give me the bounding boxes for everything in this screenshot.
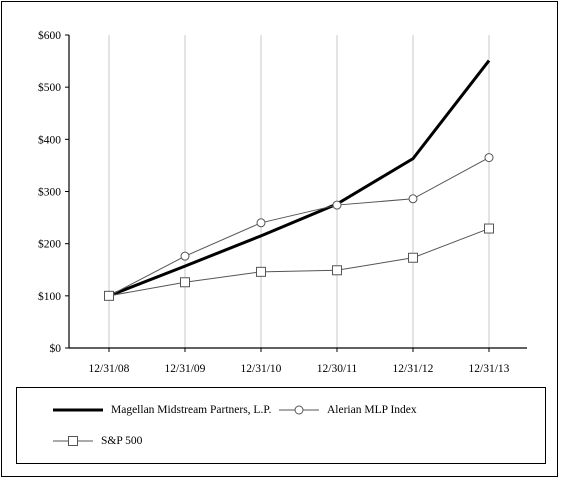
data-point-circle: [180, 251, 190, 261]
y-tick-label: $400: [38, 133, 61, 146]
x-tick-label: 12/31/08: [89, 363, 130, 375]
data-point-square: [256, 266, 266, 277]
data-point-square: [484, 223, 494, 234]
axes: $0 $100 $200 $300 $400 $500 $600 12/31/08 12/31/…: [38, 29, 527, 375]
legend-label-magellan: Magellan Midstream Partners, L.P.: [111, 404, 272, 416]
legend: Magellan Midstream Partners, L.P. Aleria…: [16, 387, 546, 464]
series-line-1: [108, 157, 490, 297]
data-point-circle: [484, 153, 494, 163]
legend-swatch-sp500: [53, 436, 93, 446]
data-point-circle: [332, 200, 342, 210]
legend-item-sp500: S&P 500: [53, 435, 142, 447]
x-tick-label: 12/30/11: [317, 363, 358, 375]
data-point-square: [408, 252, 418, 263]
y-tick-label: $0: [50, 342, 62, 355]
legend-swatch-alerian: [279, 405, 319, 415]
series: [104, 59, 494, 301]
data-point-square: [332, 265, 342, 276]
data-point-circle: [408, 194, 418, 204]
x-tick-label: 12/31/12: [393, 363, 434, 375]
grid: [108, 35, 490, 348]
legend-item-magellan: Magellan Midstream Partners, L.P.: [53, 404, 271, 416]
x-tick-label: 12/31/09: [165, 363, 206, 375]
y-tick-label: $100: [38, 290, 61, 303]
y-tick-label: $200: [38, 238, 61, 251]
x-tick-label: 12/31/13: [469, 363, 510, 375]
y-tick-label: $600: [38, 29, 61, 42]
y-tick-label: $500: [38, 81, 61, 94]
legend-item-alerian: Alerian MLP Index: [279, 404, 417, 416]
legend-swatch-magellan: [53, 408, 103, 412]
y-tick-label: $300: [38, 186, 61, 199]
x-tick-label: 12/31/10: [241, 363, 282, 375]
data-point-circle: [256, 218, 266, 228]
series-line-2: [108, 228, 490, 297]
legend-label-alerian: Alerian MLP Index: [327, 404, 417, 416]
data-point-square: [104, 290, 114, 301]
legend-label-sp500: S&P 500: [101, 435, 143, 447]
series-line-0: [108, 59, 491, 298]
data-point-square: [180, 277, 190, 288]
